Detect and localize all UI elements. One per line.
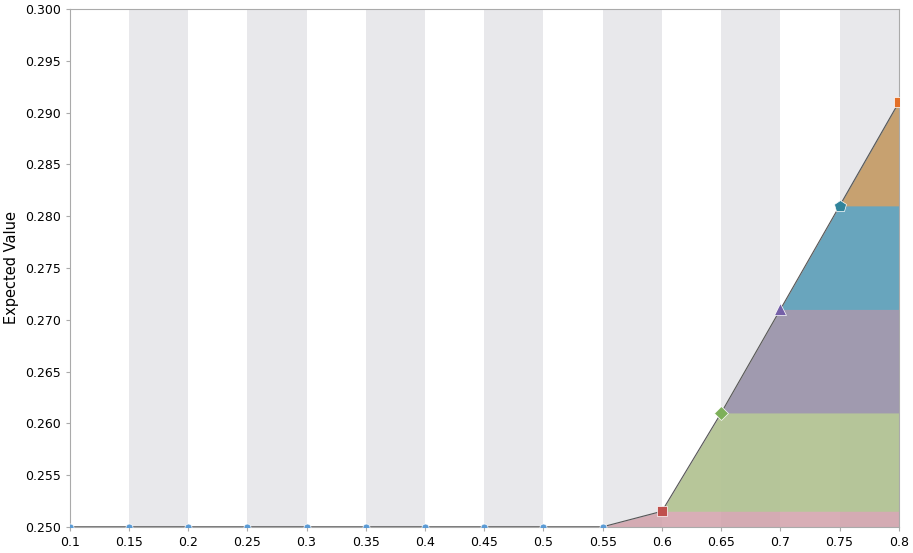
Bar bbox=[603, 9, 662, 527]
Bar bbox=[366, 9, 425, 527]
Bar bbox=[840, 9, 898, 527]
Bar bbox=[129, 9, 188, 527]
Y-axis label: Expected Value: Expected Value bbox=[5, 211, 19, 325]
Bar bbox=[247, 9, 307, 527]
Bar bbox=[484, 9, 543, 527]
Bar bbox=[721, 9, 781, 527]
